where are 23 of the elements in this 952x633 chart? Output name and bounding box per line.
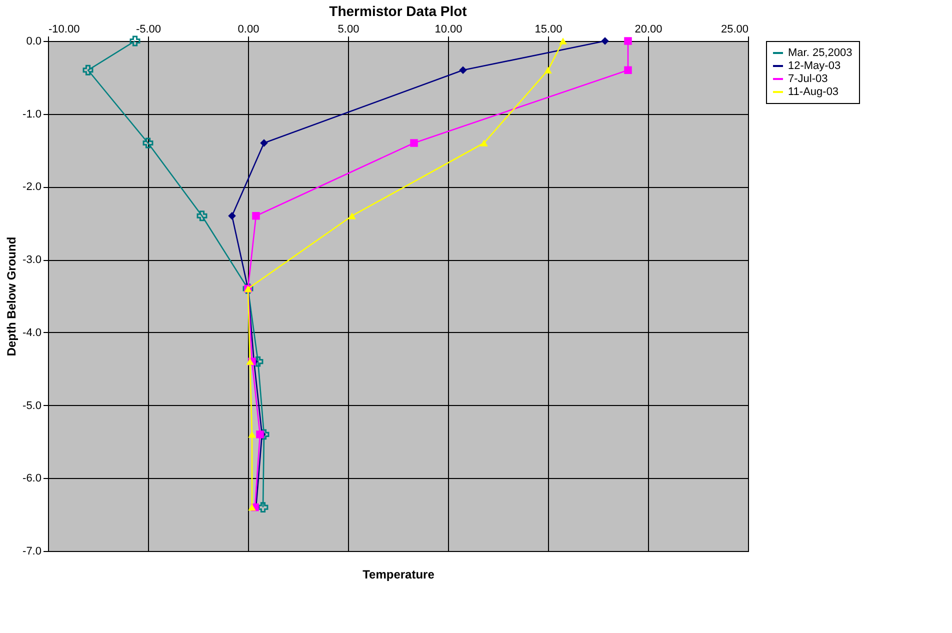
legend-label: 11-Aug-03 [788, 86, 839, 98]
x-tick-label: -5.00 [136, 24, 162, 36]
y-tick-label: -1.0 [22, 108, 42, 120]
y-tick-label: 0.0 [26, 36, 42, 48]
x-tick-label: 5.00 [338, 24, 360, 36]
x-tick-label: 20.00 [634, 24, 662, 36]
x-tick-label: 25.00 [720, 24, 748, 36]
legend-label: 12-May-03 [788, 60, 841, 72]
y-tick-label: -2.0 [22, 181, 42, 194]
x-axis-title: Temperature [362, 568, 435, 582]
y-tick-label: -7.0 [22, 546, 42, 558]
y-tick-label: -4.0 [22, 326, 42, 339]
legend-label: 7-Jul-03 [788, 73, 828, 85]
x-tick-label: -10.00 [48, 24, 80, 36]
chart-title: Thermistor Data Plot [329, 3, 468, 19]
x-tick-label: 10.00 [434, 24, 462, 36]
y-tick-label: -3.0 [22, 254, 42, 266]
y-tick-label: -5.0 [22, 400, 42, 412]
y-axis-title: Depth Below Ground [4, 236, 19, 356]
legend-label: Mar. 25,2003 [788, 47, 852, 59]
x-tick-label: 15.00 [534, 24, 562, 36]
x-tick-label: 0.00 [238, 24, 260, 36]
y-tick-label: -6.0 [22, 472, 42, 485]
